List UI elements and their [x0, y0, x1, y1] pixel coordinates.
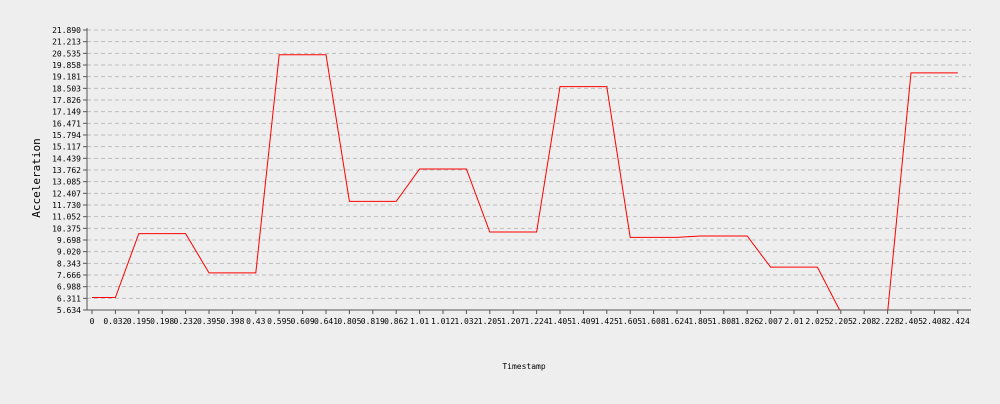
y-tick-label: 21.213	[52, 38, 81, 47]
y-tick-label: 5.634	[57, 306, 81, 315]
y-tick-label: 20.535	[52, 49, 81, 58]
x-tick-label: 1.012	[431, 317, 455, 326]
y-tick-label: 6.311	[57, 294, 81, 303]
y-tick-label: 17.826	[52, 96, 81, 105]
x-tick-label: 1.01	[410, 317, 429, 326]
x-tick-label: 0.862	[384, 317, 408, 326]
y-tick-label: 13.762	[52, 166, 81, 175]
x-tick-label: 0.032	[103, 317, 127, 326]
x-tick-label: 2.405	[899, 317, 923, 326]
y-tick-label: 18.503	[52, 84, 81, 93]
x-tick-label: 2.025	[805, 317, 829, 326]
x-tick-label: 1.608	[642, 317, 666, 326]
x-tick-label: 0.398	[220, 317, 244, 326]
y-tick-label: 9.020	[57, 248, 81, 257]
y-tick-label: 9.698	[57, 236, 81, 245]
y-tick-label: 19.181	[52, 73, 81, 82]
x-tick-label: 1.624	[665, 317, 689, 326]
x-tick-label: 0.195	[127, 317, 151, 326]
x-tick-label: 1.405	[548, 317, 572, 326]
series-lines	[92, 54, 958, 310]
y-tick-label: 21.890	[52, 26, 81, 35]
x-tick-label: 1.032	[454, 317, 478, 326]
x-tick-label: 2.424	[946, 317, 970, 326]
x-tick-label: 1.207	[501, 317, 525, 326]
x-tick-label: 0.43	[246, 317, 265, 326]
x-tick-label: 0.609	[291, 317, 315, 326]
axes	[83, 28, 971, 314]
x-tick-label: 0.595	[267, 317, 291, 326]
x-tick-label: 1.425	[595, 317, 619, 326]
y-tick-labels: 5.634 6.311 6.988 7.666 8.343 9.020 9.698 10.37…	[52, 26, 81, 315]
y-tick-label: 15.794	[52, 131, 81, 140]
y-tick-label: 10.375	[52, 224, 81, 233]
y-tick-label: 13.085	[52, 178, 81, 187]
x-tick-label: 1.224	[525, 317, 549, 326]
y-tick-label: 14.439	[52, 154, 81, 163]
x-tick-label: 2.007	[759, 317, 783, 326]
x-tick-label: 0.805	[337, 317, 361, 326]
y-tick-label: 8.343	[57, 259, 81, 268]
x-tick-label: 1.205	[478, 317, 502, 326]
x-tick-label: 2.228	[876, 317, 900, 326]
y-tick-label: 15.117	[52, 143, 81, 152]
y-tick-label: 12.407	[52, 189, 81, 198]
y-tick-label: 17.149	[52, 108, 81, 117]
x-tick-label: 0.395	[197, 317, 221, 326]
y-tick-label: 11.052	[52, 213, 81, 222]
x-tick-label: 1.805	[688, 317, 712, 326]
grid-lines	[87, 29, 971, 311]
x-axis-label: Timestamp	[502, 362, 546, 371]
x-tick-label: 1.409	[571, 317, 595, 326]
x-tick-label: 1.808	[712, 317, 736, 326]
x-tick-label: 2.408	[922, 317, 946, 326]
x-tick-label: 1.826	[735, 317, 759, 326]
x-tick-label: 0.232	[174, 317, 198, 326]
x-tick-label: 0.819	[361, 317, 385, 326]
series-line-0	[92, 54, 958, 310]
x-tick-label: 2.01	[784, 317, 803, 326]
x-tick-label: 0.641	[314, 317, 338, 326]
y-tick-label: 6.988	[57, 283, 81, 292]
y-axis-label: Acceleration	[30, 138, 43, 217]
x-tick-label: 2.208	[852, 317, 876, 326]
x-tick-label: 2.205	[829, 317, 853, 326]
x-tick-label: 0.198	[150, 317, 174, 326]
x-tick-labels: 0 0.032 0.195 0.198 0.232 0.395 0.398 0.43 0.595…	[90, 317, 970, 326]
y-tick-label: 19.858	[52, 61, 81, 70]
y-tick-label: 11.730	[52, 201, 81, 210]
y-tick-label: 16.471	[52, 119, 81, 128]
y-tick-label: 7.666	[57, 271, 81, 280]
x-tick-label: 0	[90, 317, 95, 326]
x-tick-label: 1.605	[618, 317, 642, 326]
